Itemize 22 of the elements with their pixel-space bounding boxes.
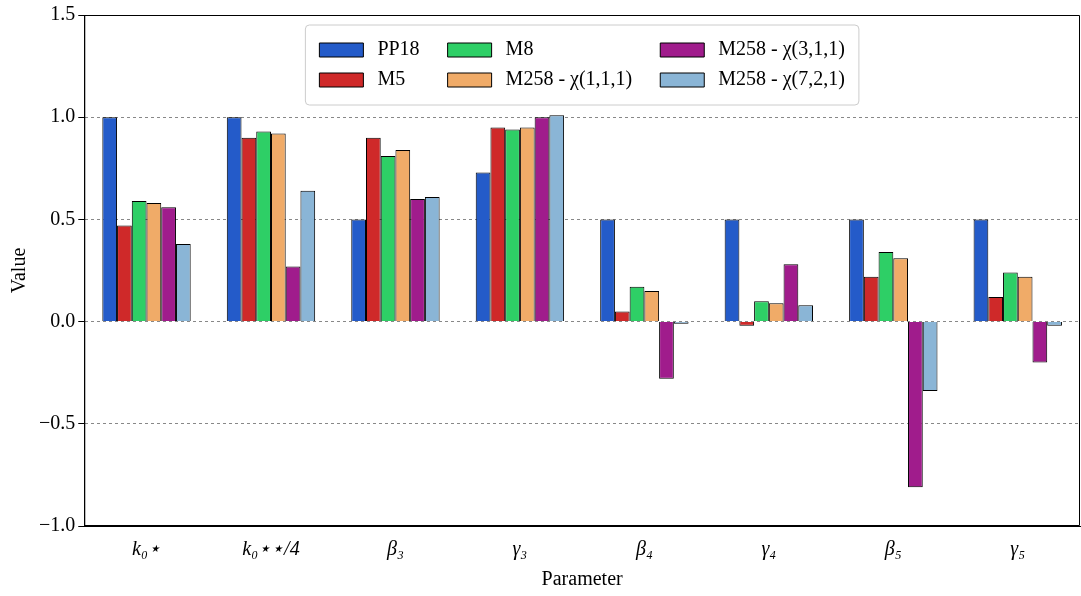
y-tick-label: 1.5 [50, 2, 76, 25]
legend-label: M8 [505, 37, 534, 60]
y-tick-label: −1.0 [39, 513, 76, 536]
x-tick-label: β₄ [634, 537, 653, 561]
legend-label: M258 - χ(1,1,1) [505, 67, 633, 91]
x-tick-label: γ₄ [761, 537, 777, 561]
y-tick-label: 1.0 [50, 104, 76, 127]
x-tick-label: k₀⋆⋆/4 [242, 537, 300, 560]
x-tick-label: γ₃ [512, 537, 528, 561]
x-tick-label: β₅ [883, 537, 902, 561]
x-axis-title: Parameter [541, 567, 623, 590]
legend-label: M258 - χ(7,2,1) [718, 67, 845, 91]
legend-label: M5 [377, 67, 406, 90]
y-tick-label: 0.5 [50, 206, 76, 229]
y-tick-label: −0.5 [39, 411, 76, 434]
y-axis-title: Value [7, 247, 30, 294]
x-tick-label: β₃ [385, 537, 404, 561]
y-tick-label: 0.0 [50, 308, 76, 331]
x-tick-label: γ₅ [1010, 537, 1026, 561]
legend-label: M258 - χ(3,1,1) [718, 37, 845, 61]
x-tick-label: k₀⋆ [132, 537, 161, 560]
legend-label: PP18 [377, 37, 420, 60]
